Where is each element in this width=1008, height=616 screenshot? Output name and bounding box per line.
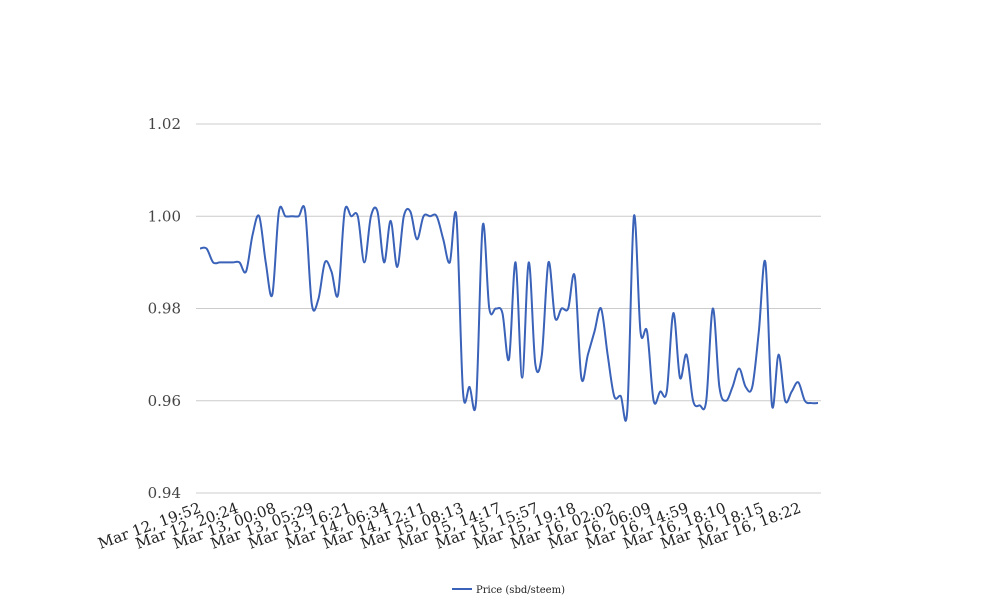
y-tick-label: 1.00 xyxy=(148,207,181,225)
y-tick-label: 0.94 xyxy=(148,484,181,502)
y-axis-ticks: 0.94 0.96 0.98 1.00 1.02 xyxy=(148,115,181,502)
legend: Price (sbd/steem) xyxy=(452,585,565,596)
legend-label: Price (sbd/steem) xyxy=(476,585,565,596)
series-line xyxy=(199,205,819,422)
y-tick-label: 0.96 xyxy=(148,392,181,410)
y-tick-label: 1.02 xyxy=(148,115,181,133)
y-tick-label: 0.98 xyxy=(148,300,181,318)
grid-lines xyxy=(196,123,821,494)
